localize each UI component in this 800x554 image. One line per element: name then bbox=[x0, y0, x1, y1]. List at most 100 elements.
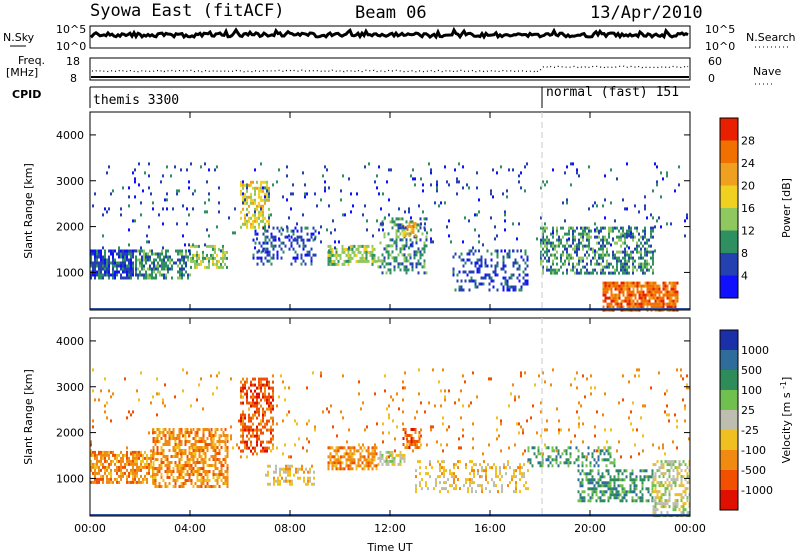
data-cell bbox=[626, 262, 628, 266]
data-cell bbox=[167, 270, 169, 274]
data-cell bbox=[520, 374, 522, 378]
data-cell bbox=[262, 186, 264, 190]
data-cell bbox=[212, 464, 215, 467]
data-cell bbox=[601, 449, 604, 453]
data-cell bbox=[206, 253, 208, 257]
data-cell bbox=[458, 270, 461, 274]
data-cell bbox=[240, 189, 242, 193]
data-cell bbox=[514, 395, 516, 399]
data-cell bbox=[499, 469, 501, 473]
data-cell bbox=[542, 180, 544, 184]
data-cell bbox=[480, 282, 483, 286]
data-cell bbox=[272, 446, 274, 450]
data-cell bbox=[280, 226, 283, 230]
data-cell bbox=[351, 452, 354, 456]
data-cell bbox=[527, 460, 529, 464]
data-cell bbox=[262, 262, 265, 266]
data-cell bbox=[144, 462, 146, 466]
data-cell bbox=[555, 455, 558, 459]
data-cell bbox=[467, 487, 469, 491]
data-cell bbox=[218, 440, 221, 443]
cpid-segment-1: themis 3300 bbox=[93, 93, 179, 108]
data-cell bbox=[166, 192, 168, 196]
data-cell bbox=[628, 302, 631, 306]
data-cell bbox=[180, 431, 182, 435]
data-cell bbox=[118, 246, 120, 250]
data-cell bbox=[622, 250, 624, 254]
data-cell bbox=[444, 201, 446, 205]
data-cell bbox=[349, 247, 352, 251]
data-cell bbox=[156, 458, 159, 461]
data-cell bbox=[640, 290, 643, 294]
data-cell bbox=[654, 502, 657, 506]
data-cell bbox=[417, 262, 420, 266]
data-cell bbox=[266, 241, 269, 245]
data-cell bbox=[620, 226, 622, 230]
data-cell bbox=[278, 168, 280, 172]
data-cell bbox=[242, 428, 244, 432]
data-cell bbox=[504, 219, 506, 223]
data-cell bbox=[373, 253, 376, 257]
data-cell bbox=[598, 231, 600, 235]
data-cell bbox=[465, 466, 467, 470]
data-cell bbox=[169, 258, 171, 262]
data-cell bbox=[579, 493, 582, 497]
data-cell bbox=[150, 459, 152, 463]
data-cell bbox=[162, 246, 164, 250]
data-cell bbox=[472, 446, 474, 450]
data-cell bbox=[672, 287, 675, 291]
colorbar-swatch bbox=[720, 230, 738, 254]
data-cell bbox=[379, 241, 382, 245]
data-cell bbox=[262, 446, 264, 450]
data-cell bbox=[474, 261, 477, 265]
data-cell bbox=[639, 496, 642, 500]
data-cell bbox=[206, 228, 208, 232]
data-cell bbox=[646, 305, 649, 309]
x-tick-label: 00:00 bbox=[674, 522, 706, 535]
data-cell bbox=[597, 464, 600, 468]
data-cell bbox=[641, 496, 644, 500]
data-cell bbox=[252, 446, 254, 450]
data-cell bbox=[592, 247, 594, 251]
data-cell bbox=[566, 256, 568, 260]
data-cell bbox=[561, 452, 564, 456]
data-cell bbox=[309, 476, 311, 480]
data-cell bbox=[480, 261, 483, 265]
data-cell bbox=[386, 407, 388, 411]
data-cell bbox=[264, 377, 266, 381]
data-cell bbox=[640, 284, 643, 288]
data-cell bbox=[137, 249, 139, 253]
data-cell bbox=[513, 469, 515, 473]
data-cell bbox=[268, 392, 270, 396]
data-cell bbox=[246, 398, 248, 402]
data-cell bbox=[648, 281, 651, 285]
data-cell bbox=[226, 482, 229, 485]
data-cell bbox=[92, 389, 94, 393]
data-cell bbox=[226, 446, 229, 449]
data-cell bbox=[260, 449, 262, 453]
data-cell bbox=[264, 222, 266, 226]
data-cell bbox=[413, 250, 416, 254]
data-cell bbox=[333, 461, 336, 465]
data-cell bbox=[676, 505, 679, 509]
data-cell bbox=[412, 222, 415, 225]
data-cell bbox=[453, 481, 455, 485]
data-cell bbox=[256, 428, 258, 432]
data-cell bbox=[613, 464, 616, 468]
data-cell bbox=[202, 467, 205, 470]
data-cell bbox=[540, 262, 542, 266]
data-cell bbox=[644, 293, 647, 297]
data-cell bbox=[192, 470, 195, 473]
data-cell bbox=[481, 487, 483, 491]
data-cell bbox=[110, 459, 112, 463]
data-cell bbox=[240, 395, 242, 399]
data-cell bbox=[628, 259, 630, 263]
data-cell bbox=[576, 168, 578, 172]
data-cell bbox=[155, 276, 157, 280]
data-cell bbox=[644, 299, 647, 303]
data-cell bbox=[626, 284, 629, 288]
data-cell bbox=[327, 464, 330, 468]
data-cell bbox=[246, 389, 248, 393]
data-cell bbox=[192, 473, 195, 476]
data-cell bbox=[268, 195, 270, 199]
